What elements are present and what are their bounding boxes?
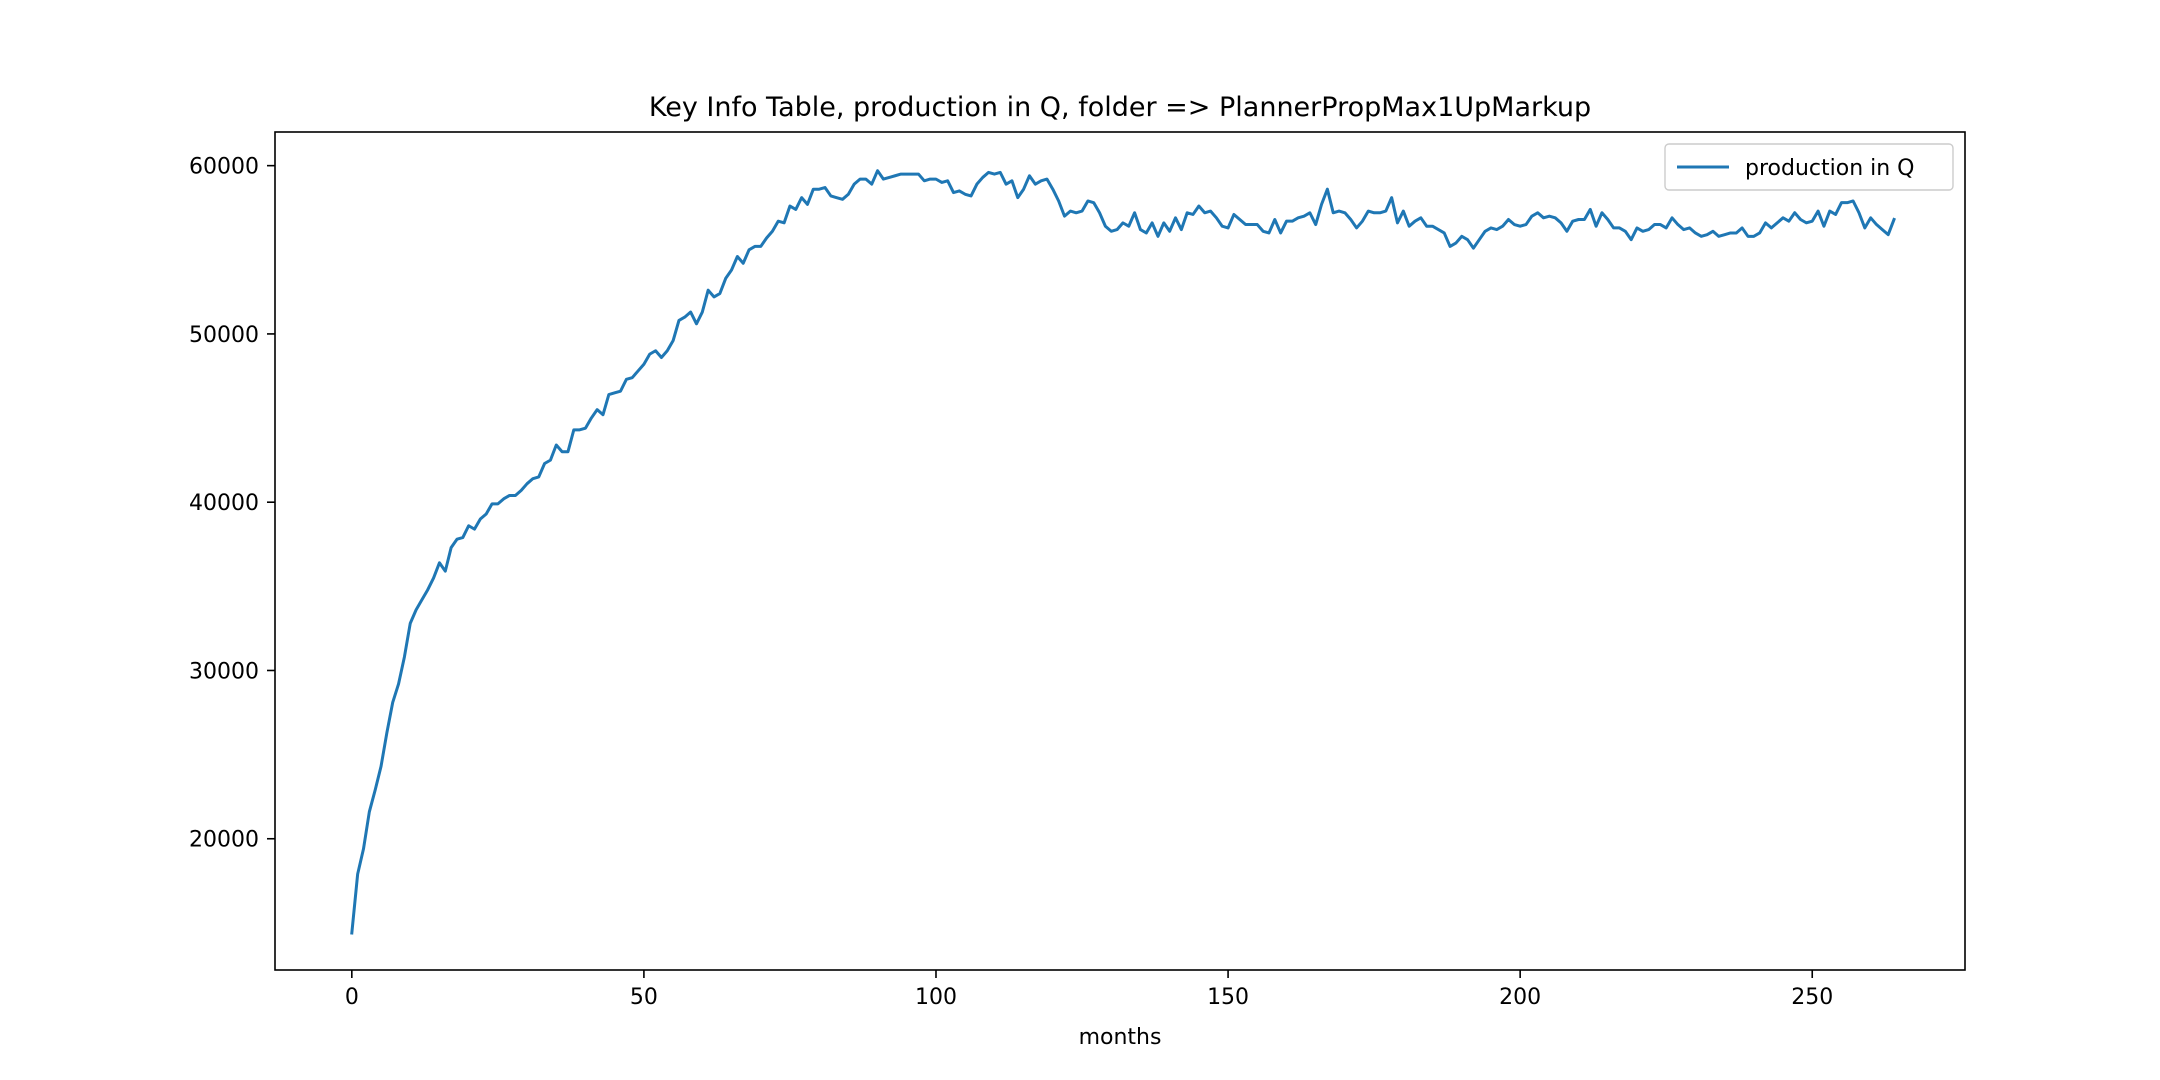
legend-entry-production-in-q: production in Q [1745, 156, 1915, 181]
x-tick-label: 200 [1499, 985, 1541, 1010]
plot-area [274, 131, 1966, 971]
x-tick-label: 100 [915, 985, 957, 1010]
y-tick-label: 50000 [189, 323, 259, 348]
legend-box [1664, 143, 1954, 191]
x-axis: 0 50 100 150 200 250 [345, 970, 1833, 1010]
x-tick-label: 50 [630, 985, 658, 1010]
chart-title: Key Info Table, production in Q, folder … [649, 92, 1591, 123]
legend: production in Q [1664, 143, 1954, 191]
series-line-production-in-q [350, 169, 1896, 935]
x-axis-label: months [1079, 1025, 1162, 1050]
x-tick-label: 250 [1791, 985, 1833, 1010]
y-tick-label: 60000 [189, 155, 259, 180]
y-tick-label: 30000 [189, 659, 259, 684]
y-tick-label: 20000 [189, 828, 259, 853]
y-axis: 20000 30000 40000 50000 60000 [189, 155, 275, 853]
plot-frame [274, 131, 1966, 971]
y-tick-label: 40000 [189, 491, 259, 516]
x-tick-label: 0 [345, 985, 359, 1010]
x-tick-label: 150 [1207, 985, 1249, 1010]
